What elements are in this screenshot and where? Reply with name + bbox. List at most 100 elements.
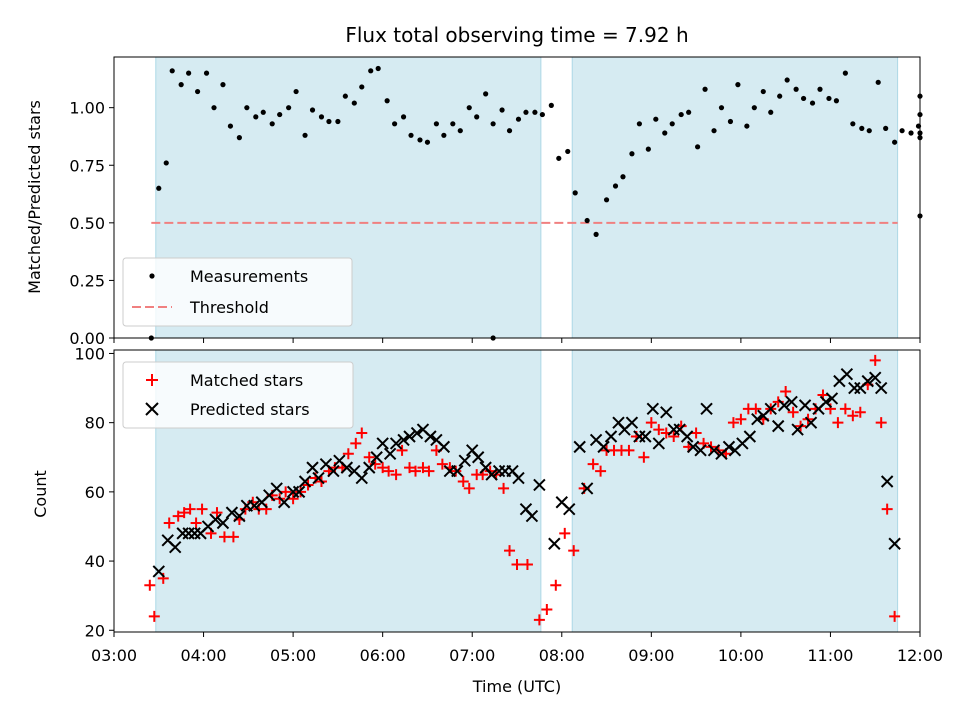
matched-star-point	[780, 386, 792, 398]
predicted-star-point	[225, 506, 239, 519]
matched-star-point	[172, 510, 184, 522]
measurement-point	[286, 105, 292, 111]
predicted-star-point	[694, 444, 707, 457]
x-tick-label: 12:00	[897, 646, 943, 665]
y-tick-label: 0.75	[69, 156, 105, 175]
matched-star-point	[184, 503, 196, 515]
measurement-point	[318, 114, 325, 120]
shaded-interval	[571, 349, 899, 633]
measurement-point	[227, 123, 234, 129]
predicted-star-point	[791, 423, 804, 436]
measurement-point	[253, 114, 259, 120]
measurement-point	[744, 123, 750, 129]
measurement-point	[572, 190, 578, 196]
measurement-point	[686, 109, 692, 115]
measurement-point	[375, 65, 381, 72]
measurement-point	[466, 105, 472, 111]
measurement-point	[211, 105, 217, 111]
measurement-point	[883, 125, 889, 132]
measurement-point	[565, 148, 571, 155]
matched-star-point	[498, 482, 510, 494]
measurement-point	[220, 82, 226, 88]
measurement-point	[784, 77, 790, 83]
measurement-point	[892, 139, 898, 145]
measurement-point	[711, 128, 717, 134]
measurement-point	[474, 114, 480, 120]
measurement-point	[751, 105, 757, 111]
predicted-star-point	[312, 471, 325, 485]
predicted-star-point	[573, 440, 586, 454]
matched-star-point	[363, 451, 375, 463]
predicted-star-point	[424, 430, 437, 443]
matched-star-point	[550, 579, 562, 591]
measurement-point	[203, 70, 210, 76]
x-tick-label: 06:00	[360, 646, 406, 665]
matched-star-point	[227, 531, 239, 543]
x-axis-label: Time (UTC)	[472, 677, 561, 696]
measurement-point	[457, 128, 463, 134]
y-tick-label: 0.25	[69, 271, 105, 290]
predicted-star-point	[383, 447, 397, 461]
measurement-point	[718, 105, 725, 111]
predicted-star-point	[722, 440, 736, 454]
matched-star-point	[875, 417, 887, 429]
measurement-point	[424, 139, 431, 145]
matched-star-point	[568, 545, 580, 557]
matched-star-point	[287, 493, 299, 505]
predicted-star-point	[298, 475, 312, 488]
matched-star-point	[881, 503, 893, 515]
predicted-star-point	[410, 426, 424, 440]
predicted-star-point	[306, 461, 319, 474]
measurement-point	[556, 155, 562, 161]
measurement-point	[194, 88, 201, 95]
predicted-star-point	[840, 368, 854, 381]
legend-matched-label: Matched stars	[190, 371, 303, 390]
matched-star-point	[383, 465, 395, 477]
predicted-star-point	[764, 402, 777, 416]
predicted-star-point	[525, 509, 539, 523]
x-tick-label: 08:00	[539, 646, 585, 665]
measurement-point	[793, 86, 799, 92]
matched-star-point	[623, 444, 635, 456]
measurement-point	[645, 146, 651, 152]
predicted-star-point	[686, 440, 700, 454]
predicted-star-point	[819, 395, 833, 409]
matched-star-point	[450, 465, 462, 477]
measurement-point	[384, 98, 390, 104]
measurement-point	[760, 88, 766, 95]
matched-star-point	[211, 507, 223, 519]
matched-star-point	[436, 458, 448, 470]
measurement-point	[620, 174, 626, 180]
measurement-point	[392, 121, 398, 127]
measurement-point	[309, 107, 316, 113]
measurement-point	[163, 160, 169, 166]
bottom-x-ticks: 03:00 04:00 05:00 06:00 07:00 08:00 09:00 10:00…	[91, 632, 943, 665]
bottom-y-ticks: 20 40 60 80 100	[74, 344, 114, 640]
matched-star-point	[410, 465, 422, 477]
predicted-star-point	[458, 454, 471, 467]
matched-star-point	[541, 604, 553, 616]
measurements-legend-marker	[149, 273, 155, 279]
matched-star-point	[356, 427, 368, 439]
matched-star-point	[735, 413, 747, 425]
matched-star-point	[417, 462, 429, 474]
matched-star-point	[832, 417, 844, 429]
measurement-point	[548, 102, 554, 108]
predicted-star-point	[292, 485, 306, 499]
predicted-star-point	[880, 475, 894, 488]
predicted-star-point	[777, 399, 791, 412]
matched-star-point	[869, 354, 881, 366]
bottom-legend-box	[122, 361, 354, 429]
predicted-star-point	[563, 502, 576, 516]
measurement-point	[629, 151, 635, 157]
measurement-point	[186, 70, 192, 76]
y-tick-label: 100	[74, 344, 105, 363]
predicted-star-point	[798, 399, 812, 412]
predicted-star-point	[548, 537, 561, 550]
predicted-star-point	[277, 496, 291, 509]
predicted-star-point	[785, 395, 798, 409]
x-tick-label: 10:00	[718, 646, 764, 665]
top-axes-frame	[113, 56, 921, 339]
matched-star-point	[144, 579, 156, 591]
